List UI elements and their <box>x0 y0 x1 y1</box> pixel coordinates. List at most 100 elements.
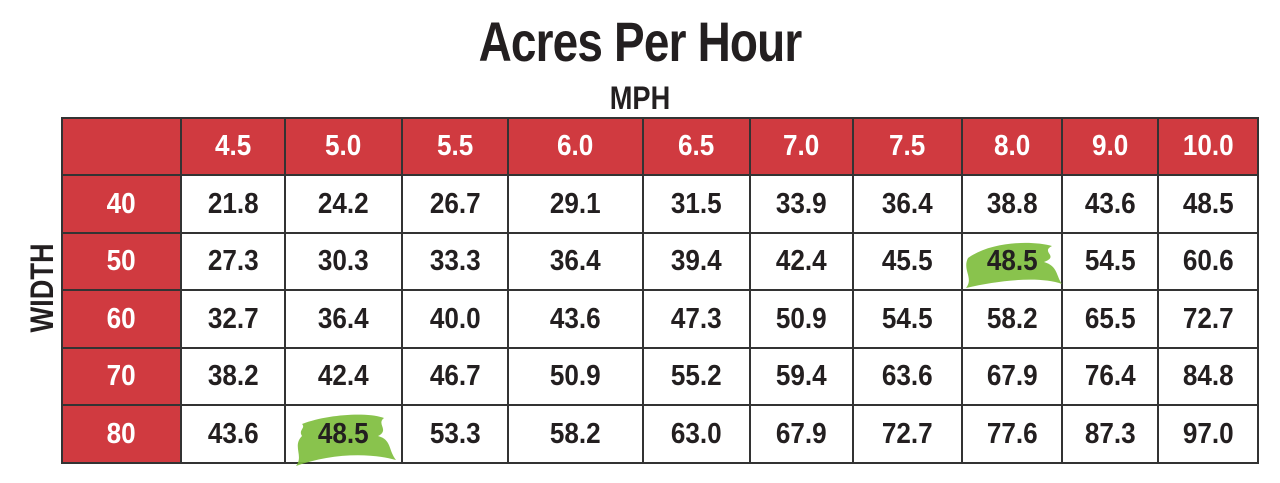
cell-text: 63.0 <box>671 417 722 450</box>
table-cell: 63.0 <box>643 405 750 463</box>
table-cell: 33.3 <box>402 233 508 290</box>
cell-text: 10.0 <box>1182 130 1234 162</box>
cell-text: 6.0 <box>557 130 594 162</box>
cell-text: 76.4 <box>1084 360 1136 392</box>
cell-text: 48.5 <box>986 245 1038 277</box>
row-header: 70 <box>62 348 181 405</box>
highlight <box>296 414 396 466</box>
cell-text: 54.5 <box>882 302 933 335</box>
cell-text: 80 <box>106 417 137 450</box>
cell-text: 36.4 <box>550 245 601 277</box>
cell-text: 7.0 <box>783 130 820 162</box>
table-cell: 59.4 <box>750 348 853 405</box>
table-cell: 67.9 <box>962 348 1062 405</box>
table-cell: 43.6 <box>1062 175 1158 233</box>
row-header: 40 <box>62 175 181 233</box>
cell-text: 5.5 <box>436 130 474 162</box>
table-cell: 53.3 <box>402 405 508 463</box>
table-cell: 87.3 <box>1062 405 1158 463</box>
table-cell: 65.5 <box>1062 290 1158 348</box>
cell-text: 65.5 <box>1084 302 1136 335</box>
table-cell: 48.5 <box>1158 175 1258 233</box>
cell-text: 59.4 <box>776 360 827 392</box>
column-header: 7.0 <box>750 118 853 175</box>
table-cell: 76.4 <box>1062 348 1158 405</box>
title: Acres Per Hour <box>478 10 803 73</box>
column-header: 8.0 <box>962 118 1062 175</box>
cell-text: 43.6 <box>550 302 601 335</box>
cell-text: 4.5 <box>214 130 252 162</box>
table-cell: 36.4 <box>285 290 402 348</box>
column-header: 5.0 <box>285 118 402 175</box>
cell-text: 29.1 <box>550 187 601 220</box>
cell-text: 60.6 <box>1182 245 1234 277</box>
cell-text: 6.5 <box>678 130 715 162</box>
row-axis-label: WIDTH <box>24 243 60 333</box>
table-cell: 38.8 <box>962 175 1062 233</box>
cell-text: 9.0 <box>1091 130 1129 162</box>
cell-text: 40 <box>106 187 137 220</box>
table-cell: 31.5 <box>643 175 750 233</box>
table-cell: 24.2 <box>285 175 402 233</box>
cell-text: 36.4 <box>318 302 369 335</box>
cell-text: 24.2 <box>318 187 369 220</box>
column-header: 9.0 <box>1062 118 1158 175</box>
cell-text: 27.3 <box>207 245 259 277</box>
cell-text: 72.7 <box>1182 302 1234 335</box>
table-cell: 55.2 <box>643 348 750 405</box>
cell-text: 67.9 <box>776 417 827 450</box>
table-cell: 30.3 <box>285 233 402 290</box>
row-header: 50 <box>62 233 181 290</box>
cell-text: 63.6 <box>882 360 933 392</box>
cell-text: 42.4 <box>318 360 369 392</box>
table-cell: 45.5 <box>853 233 962 290</box>
table-cell: 46.7 <box>402 348 508 405</box>
table-cell: 97.0 <box>1158 405 1258 463</box>
table-cell: 29.1 <box>508 175 643 233</box>
cell-text: 33.9 <box>776 187 827 220</box>
table-cell: 67.9 <box>750 405 853 463</box>
column-header: 7.5 <box>853 118 962 175</box>
table-cell: 32.7 <box>181 290 285 348</box>
cell-text: 43.6 <box>1084 187 1136 220</box>
table-cell: 42.4 <box>285 348 402 405</box>
cell-text: 58.2 <box>986 302 1038 335</box>
cell-text: 32.7 <box>207 302 259 335</box>
cell-text: 39.4 <box>671 245 722 277</box>
cell-text: 21.8 <box>207 187 259 220</box>
cell-text: 30.3 <box>318 245 369 277</box>
cell-text: 60 <box>106 302 137 335</box>
table-cell: 50.9 <box>750 290 853 348</box>
cell-text: 45.5 <box>882 245 933 277</box>
cell-text: 48.5 <box>318 417 369 450</box>
column-axis-label: MPH <box>609 80 671 116</box>
table-cell: 58.2 <box>508 405 643 463</box>
table-cell: 63.6 <box>853 348 962 405</box>
cell-text: 8.0 <box>993 130 1031 162</box>
table-cell: 43.6 <box>181 405 285 463</box>
row-header: 60 <box>62 290 181 348</box>
table-cell: 27.3 <box>181 233 285 290</box>
cell-text: 46.7 <box>429 360 481 392</box>
cell-text: 70 <box>106 360 137 392</box>
column-header: 5.5 <box>402 118 508 175</box>
table-cell: 54.5 <box>853 290 962 348</box>
table-cell: 36.4 <box>853 175 962 233</box>
cell-text: 54.5 <box>1084 245 1136 277</box>
cell-text: 50.9 <box>776 302 827 335</box>
cell-text: 97.0 <box>1182 417 1234 450</box>
table-cell: 39.4 <box>643 233 750 290</box>
table-cell: 77.6 <box>962 405 1062 463</box>
table-cell: 58.2 <box>962 290 1062 348</box>
table-cell: 36.4 <box>508 233 643 290</box>
cell-text: 50.9 <box>550 360 601 392</box>
cell-text: 33.3 <box>429 245 481 277</box>
corner-cell <box>62 118 181 175</box>
cell-text: 53.3 <box>429 417 481 450</box>
table-cell: 40.0 <box>402 290 508 348</box>
column-header: 10.0 <box>1158 118 1258 175</box>
cell-text: 38.8 <box>986 187 1038 220</box>
table-cell: 47.3 <box>643 290 750 348</box>
cell-text: 38.2 <box>207 360 259 392</box>
